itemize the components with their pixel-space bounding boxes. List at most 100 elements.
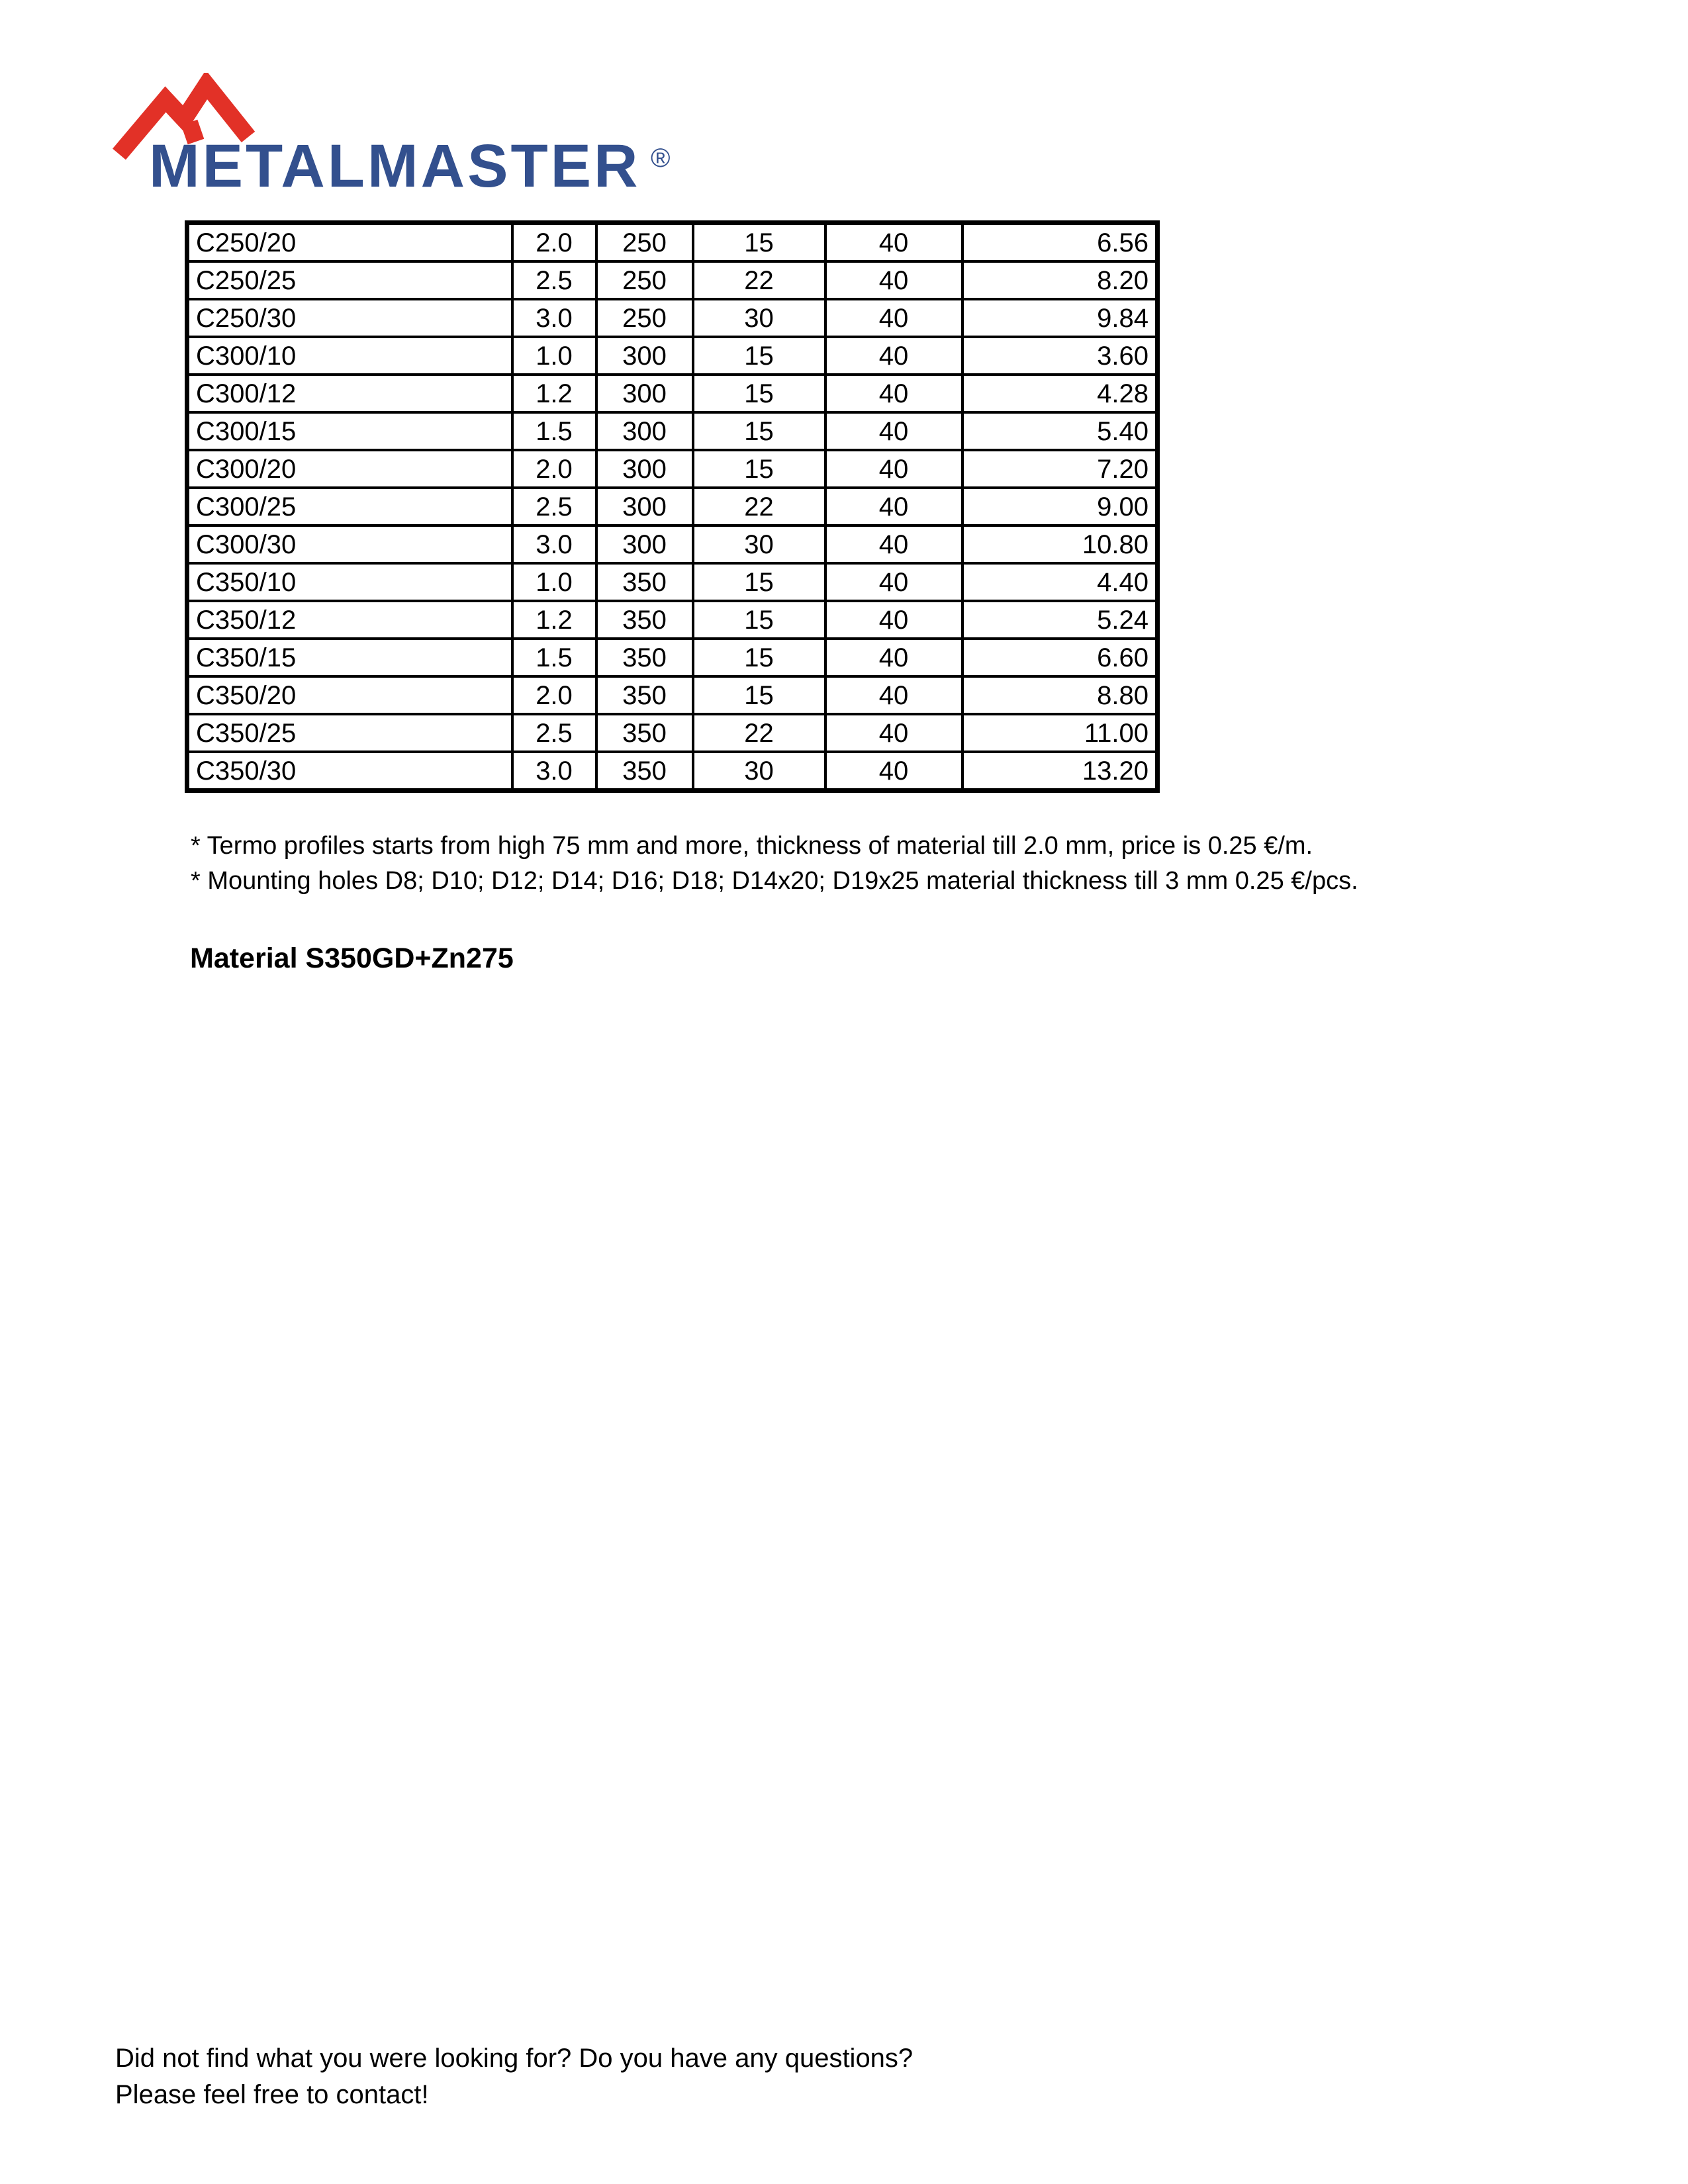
- table-cell: 40: [823, 298, 964, 338]
- table-cell: 15: [691, 336, 827, 376]
- table-cell: C300/10: [185, 336, 514, 376]
- table-cell: C250/20: [185, 221, 514, 263]
- table-cell: 30: [691, 524, 827, 565]
- table-cell: 2.0: [510, 675, 598, 715]
- footer-contact-line: Please feel free to contact!: [115, 2080, 429, 2109]
- table-cell: 40: [823, 336, 964, 376]
- table-row: C300/25 2.5 300 22 40 9.00: [185, 486, 1159, 527]
- note-mounting-holes: * Mounting holes D8; D10; D12; D14; D16;…: [191, 867, 1358, 895]
- table-cell: 1.0: [510, 336, 598, 376]
- table-cell: 2.5: [510, 713, 598, 753]
- table-cell: 1.2: [510, 600, 598, 640]
- table-row: C300/30 3.0 300 30 40 10.80: [185, 524, 1159, 565]
- table-row: C350/15 1.5 350 15 40 6.60: [185, 637, 1159, 678]
- table-cell: 22: [691, 713, 827, 753]
- table-cell: 30: [691, 751, 827, 792]
- table-cell: 350: [594, 562, 694, 602]
- footer-question-line: Did not find what you were looking for? …: [115, 2044, 914, 2073]
- table-cell: 300: [594, 373, 694, 414]
- table-cell: 40: [823, 600, 964, 640]
- table-cell: 15: [691, 637, 827, 678]
- table-cell: C350/15: [185, 637, 514, 678]
- table-cell: 40: [823, 221, 964, 263]
- table-cell: 250: [594, 298, 694, 338]
- table-cell: 11.00: [961, 713, 1159, 753]
- table-cell: 3.0: [510, 298, 598, 338]
- table-cell: C250/25: [185, 260, 514, 300]
- table-cell: 300: [594, 486, 694, 527]
- table-cell: 40: [823, 449, 964, 489]
- table-row: C350/25 2.5 350 22 40 11.00: [185, 713, 1159, 753]
- table-row: C350/20 2.0 350 15 40 8.80: [185, 675, 1159, 715]
- table-cell: 250: [594, 221, 694, 263]
- table-cell: 2.5: [510, 486, 598, 527]
- table-cell: 1.5: [510, 411, 598, 451]
- table-row: C250/25 2.5 250 22 40 8.20: [185, 260, 1159, 300]
- price-table: C250/20 2.0 250 15 40 6.56 C250/25 2.5 250 22 40 8.…: [185, 220, 1160, 793]
- table-cell: C350/10: [185, 562, 514, 602]
- table-row: C350/30 3.0 350 30 40 13.20: [185, 751, 1159, 792]
- table-cell: 15: [691, 221, 827, 263]
- table-cell: 15: [691, 675, 827, 715]
- table-cell: 250: [594, 260, 694, 300]
- table-row: C300/12 1.2 300 15 40 4.28: [185, 373, 1159, 414]
- table-cell: 3.0: [510, 751, 598, 792]
- metalmaster-logo: METALMASTER ®: [113, 73, 670, 200]
- table-cell: 1.0: [510, 562, 598, 602]
- table-cell: 2.5: [510, 260, 598, 300]
- table-cell: 9.84: [961, 298, 1159, 338]
- table-row: C250/30 3.0 250 30 40 9.84: [185, 298, 1159, 338]
- table-cell: 300: [594, 336, 694, 376]
- table-cell: 2.0: [510, 221, 598, 263]
- table-cell: 40: [823, 637, 964, 678]
- table-cell: 8.20: [961, 260, 1159, 300]
- table-cell: C350/20: [185, 675, 514, 715]
- table-cell: 30: [691, 298, 827, 338]
- registered-mark: ®: [651, 144, 670, 173]
- table-cell: 40: [823, 411, 964, 451]
- table-cell: C250/30: [185, 298, 514, 338]
- table-cell: 300: [594, 524, 694, 565]
- table-cell: 6.60: [961, 637, 1159, 678]
- table-cell: 350: [594, 751, 694, 792]
- note-termo-profiles: * Termo profiles starts from high 75 mm …: [191, 832, 1313, 860]
- table-cell: C350/12: [185, 600, 514, 640]
- table-cell: 350: [594, 675, 694, 715]
- table-row: C250/20 2.0 250 15 40 6.56: [185, 221, 1159, 263]
- table-cell: 15: [691, 411, 827, 451]
- table-row: C300/20 2.0 300 15 40 7.20: [185, 449, 1159, 489]
- table-cell: 15: [691, 600, 827, 640]
- table-row: C350/10 1.0 350 15 40 4.40: [185, 562, 1159, 602]
- table-cell: 40: [823, 486, 964, 527]
- table-cell: 350: [594, 637, 694, 678]
- table-cell: 10.80: [961, 524, 1159, 565]
- table-cell: 1.2: [510, 373, 598, 414]
- table-cell: C300/20: [185, 449, 514, 489]
- material-note: Material S350GD+Zn275: [190, 942, 514, 974]
- table-cell: 22: [691, 260, 827, 300]
- table-cell: 40: [823, 713, 964, 753]
- mountain-icon-stub: [181, 119, 205, 145]
- table-cell: 40: [823, 562, 964, 602]
- table-cell: 350: [594, 713, 694, 753]
- table-row: C350/12 1.2 350 15 40 5.24: [185, 600, 1159, 640]
- table-cell: 15: [691, 449, 827, 489]
- table-cell: 2.0: [510, 449, 598, 489]
- table-cell: 4.28: [961, 373, 1159, 414]
- table-cell: C300/25: [185, 486, 514, 527]
- table-cell: 350: [594, 600, 694, 640]
- mountain-icon: [113, 73, 256, 160]
- table-cell: 40: [823, 373, 964, 414]
- table-cell: 7.20: [961, 449, 1159, 489]
- table-row: C300/15 1.5 300 15 40 5.40: [185, 411, 1159, 451]
- table-cell: 1.5: [510, 637, 598, 678]
- table-cell: 40: [823, 260, 964, 300]
- table-cell: 15: [691, 373, 827, 414]
- table-cell: 300: [594, 449, 694, 489]
- table-cell: 3.60: [961, 336, 1159, 376]
- table-cell: 15: [691, 562, 827, 602]
- table-cell: C300/15: [185, 411, 514, 451]
- table-cell: 6.56: [961, 221, 1159, 263]
- table-cell: 40: [823, 751, 964, 792]
